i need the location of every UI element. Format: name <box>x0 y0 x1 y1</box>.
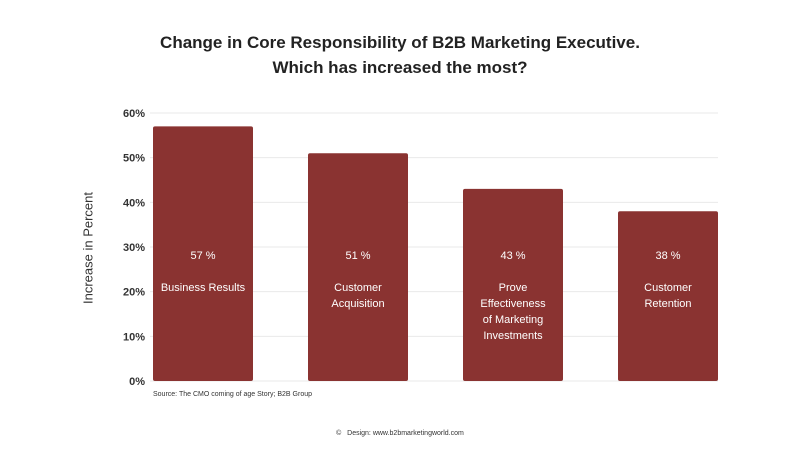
y-tick-label: 40% <box>123 197 145 209</box>
data-label: 43 % <box>500 250 525 262</box>
category-label: Retention <box>644 298 691 310</box>
data-label: 51 % <box>345 250 370 262</box>
y-tick-label: 0% <box>129 376 145 388</box>
bar <box>153 126 253 382</box>
y-tick-label: 20% <box>123 287 145 299</box>
source-note: Source: The CMO coming of age Story; B2B… <box>153 391 313 398</box>
bar <box>308 153 408 381</box>
data-label: 38 % <box>655 250 680 262</box>
data-label: 57 % <box>190 250 215 262</box>
category-label: Business Results <box>161 282 246 294</box>
chart-title: Change in Core Responsibility of B2B Mar… <box>0 30 800 80</box>
category-label: Investments <box>483 330 543 342</box>
category-label: Customer <box>334 282 382 294</box>
y-tick-label: 60% <box>123 108 145 120</box>
category-label: Prove <box>499 282 528 294</box>
credit-line: © Design: www.b2bmarketingworld.com <box>0 430 800 437</box>
category-label: Customer <box>644 282 692 294</box>
copyright-icon: © <box>336 430 342 437</box>
credit-text: Design: www.b2bmarketingworld.com <box>347 430 464 437</box>
y-tick-label: 50% <box>123 153 145 165</box>
title-line-1: Change in Core Responsibility of B2B Mar… <box>160 33 640 52</box>
category-label: of Marketing <box>483 314 544 326</box>
category-label: Acquisition <box>331 298 384 310</box>
y-tick-label: 30% <box>123 242 145 254</box>
bar <box>618 211 718 381</box>
bar <box>463 188 563 381</box>
title-line-2: Which has increased the most? <box>272 58 528 77</box>
category-label: Effectiveness <box>480 298 546 310</box>
y-tick-label: 10% <box>123 331 145 343</box>
